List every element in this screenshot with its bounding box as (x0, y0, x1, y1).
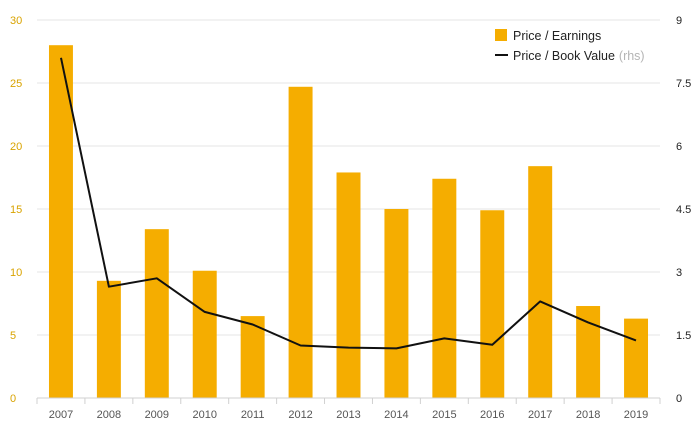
bar-price-earnings (624, 318, 649, 398)
y-right-tick-label: 4.5 (676, 204, 691, 216)
bar-price-earnings (96, 280, 121, 398)
bar-price-earnings (144, 229, 169, 398)
y-left-tick-label: 15 (10, 204, 22, 216)
bar-price-earnings (480, 210, 505, 398)
bar-price-earnings (432, 178, 457, 398)
x-tick-label: 2009 (145, 409, 169, 421)
y-left-tick-label: 0 (10, 393, 16, 405)
x-tick-label: 2019 (624, 409, 648, 421)
bar-price-earnings (336, 172, 361, 398)
bar-price-earnings (576, 306, 601, 398)
x-tick-label: 2015 (432, 409, 456, 421)
x-tick-label: 2007 (49, 409, 73, 421)
y-left-tick-label: 25 (10, 78, 22, 90)
left-axis-ticks: 0 5 10 15 20 25 30 (10, 15, 22, 405)
x-tick-label: 2008 (97, 409, 121, 421)
bar-price-earnings (48, 45, 73, 398)
legend-label-price-book: Price / Book Value (513, 49, 615, 63)
y-right-tick-label: 0 (676, 393, 682, 405)
x-axis: 2007 2008 2009 2010 2011 2012 2013 2014 2015 2016… (36, 397, 661, 421)
x-tick-label: 2016 (480, 409, 504, 421)
price-earnings-bars (48, 45, 649, 398)
x-tick-label: 2011 (241, 409, 265, 421)
legend: Price / Earnings Price / Book Value (rhs) (495, 29, 645, 63)
bar-price-earnings (384, 209, 409, 398)
x-tick-label: 2010 (192, 409, 216, 421)
legend-label-price-earnings: Price / Earnings (513, 29, 601, 43)
y-left-tick-label: 10 (10, 267, 22, 279)
bar-price-earnings (528, 166, 553, 398)
x-tick-label: 2017 (528, 409, 552, 421)
y-left-tick-label: 30 (10, 15, 22, 27)
y-left-tick-label: 5 (10, 330, 16, 342)
y-right-tick-label: 9 (676, 15, 682, 27)
y-right-tick-label: 7.5 (676, 78, 691, 90)
right-axis-ticks: 0 1.5 3 4.5 6 7.5 9 (676, 15, 691, 405)
y-right-tick-label: 6 (676, 141, 682, 153)
legend-swatch-price-earnings (495, 29, 507, 41)
x-tick-label: 2013 (336, 409, 360, 421)
bar-price-earnings (192, 270, 217, 398)
bar-price-earnings (240, 316, 265, 398)
y-left-tick-label: 20 (10, 141, 22, 153)
y-right-tick-label: 1.5 (676, 330, 691, 342)
x-tick-label: 2012 (288, 409, 312, 421)
x-tick-label: 2014 (384, 409, 408, 421)
bar-price-earnings (288, 86, 313, 398)
legend-label-rhs: (rhs) (619, 49, 645, 63)
svg-text:Price / Book Value(rhs): Price / Book Value (rhs) (513, 49, 645, 63)
price-book-line (60, 57, 637, 350)
x-tick-label: 2018 (576, 409, 600, 421)
y-right-tick-label: 3 (676, 267, 682, 279)
